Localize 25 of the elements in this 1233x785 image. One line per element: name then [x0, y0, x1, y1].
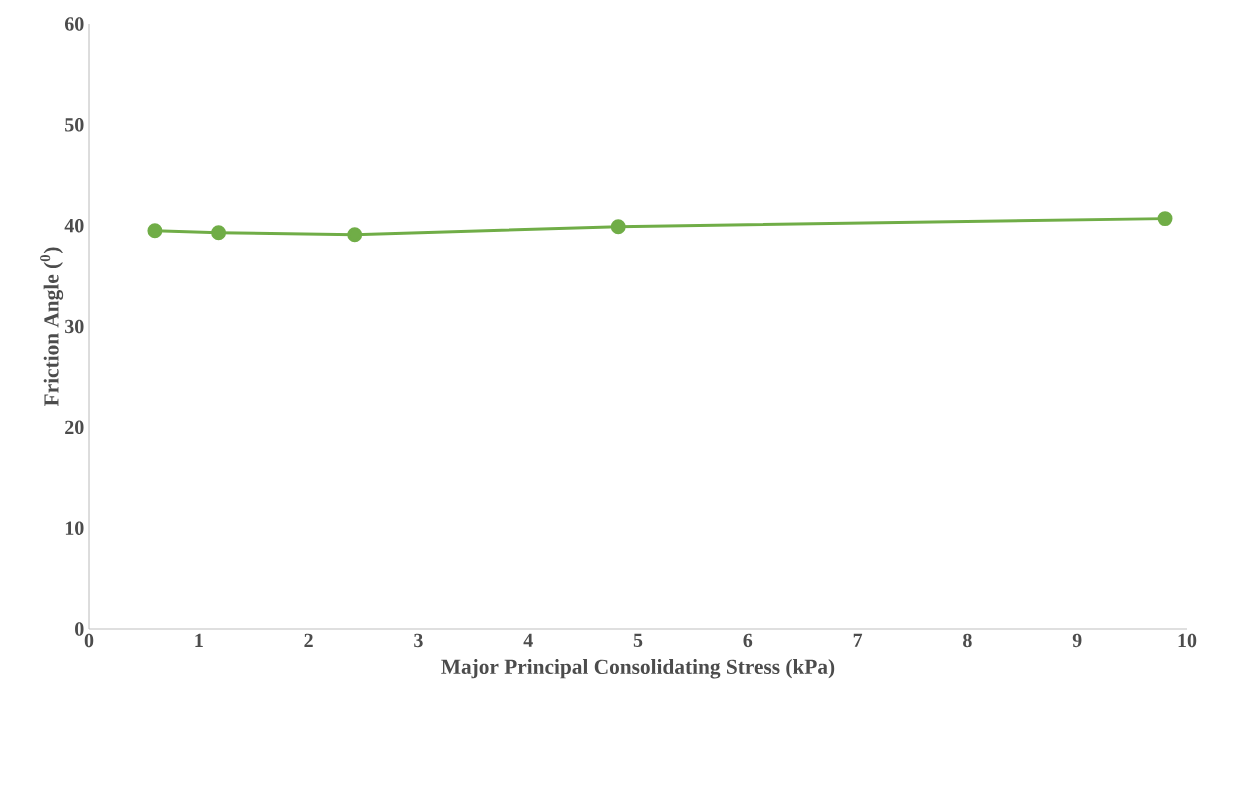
y-tick-label: 20	[65, 420, 84, 435]
y-tick-label: 40	[64, 218, 84, 233]
y-axis-title: Friction Angle ($^{0}$)	[40, 247, 64, 407]
point	[147, 223, 163, 239]
y-tick-label: 10	[65, 521, 84, 535]
y-tick-label: 50	[65, 118, 84, 132]
x-tick-label: 10	[1178, 633, 1197, 648]
x-tick-label: 4	[523, 633, 533, 647]
x-tick-label: 6	[743, 633, 753, 648]
point	[211, 225, 227, 241]
x-tick-label: 9	[1072, 633, 1082, 648]
x-tick-label: 1	[195, 633, 203, 647]
y-tick-label: 60	[64, 17, 84, 31]
x-axis-title: Major Principal Consolidating Stress (kPa)	[441, 659, 835, 679]
x-tick-label: 5	[633, 633, 643, 647]
y-tick-label: 30	[65, 319, 84, 334]
x-tick-label: 8	[963, 633, 972, 648]
point	[347, 227, 363, 243]
x-tick-label: 0	[84, 633, 94, 648]
x-tick-label: 7	[853, 633, 863, 647]
x-tick-label: 2	[304, 633, 313, 647]
point	[1157, 211, 1173, 227]
y-tick-label: 0	[75, 622, 84, 636]
point	[610, 219, 626, 235]
x-tick-label: 3	[414, 633, 423, 648]
